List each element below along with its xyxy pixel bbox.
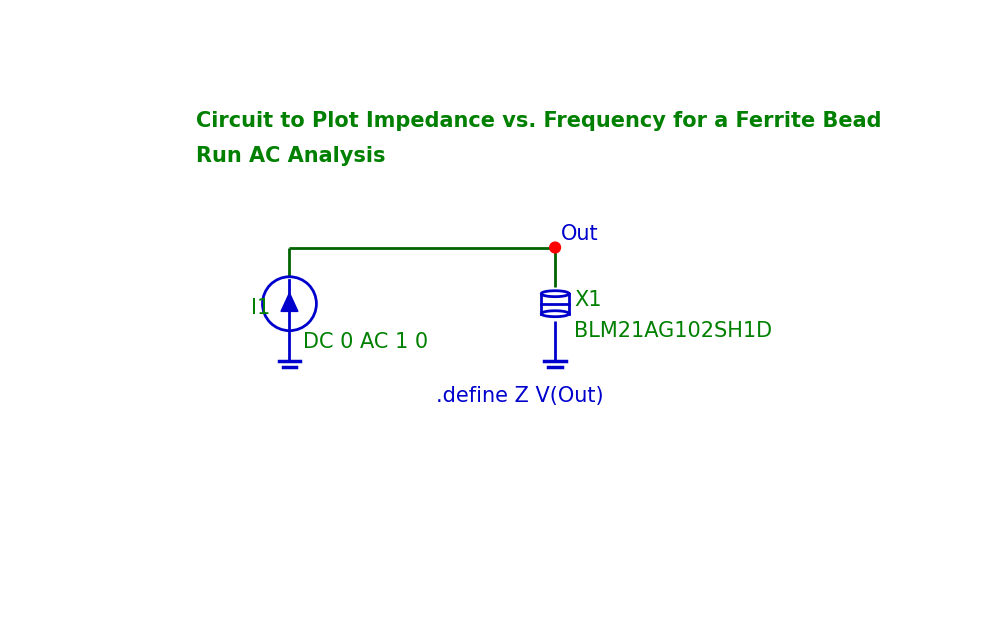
Text: DC 0 AC 1 0: DC 0 AC 1 0	[304, 332, 429, 352]
Text: Circuit to Plot Impedance vs. Frequency for a Ferrite Bead: Circuit to Plot Impedance vs. Frequency …	[195, 111, 881, 131]
Text: .define Z V(Out): .define Z V(Out)	[436, 386, 603, 406]
Text: I1: I1	[250, 297, 271, 318]
Text: BLM21AG102SH1D: BLM21AG102SH1D	[574, 321, 773, 341]
Text: X1: X1	[574, 290, 602, 310]
Polygon shape	[281, 293, 298, 311]
Circle shape	[550, 242, 560, 253]
Text: Run AC Analysis: Run AC Analysis	[195, 146, 385, 166]
Text: Out: Out	[561, 225, 599, 244]
